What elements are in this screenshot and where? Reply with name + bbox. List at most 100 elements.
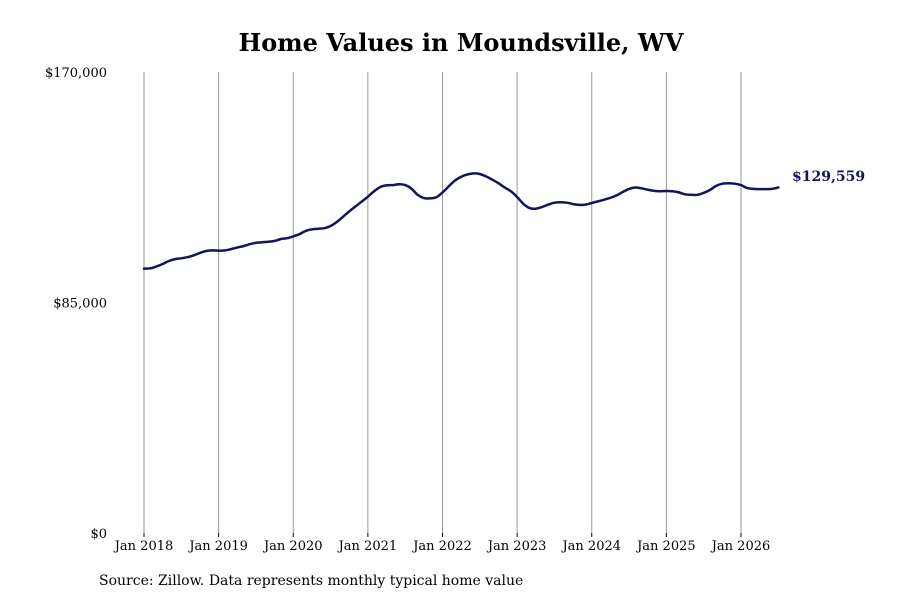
data-point (224, 249, 226, 252)
data-point (653, 190, 655, 192)
data-point (149, 267, 151, 270)
end-value-label: $129,559 (792, 169, 865, 185)
y-tick-label: $170,000 (45, 66, 107, 81)
data-point (659, 190, 661, 193)
data-point (547, 203, 549, 206)
x-tick-label: Jan 2024 (560, 539, 621, 554)
data-point (746, 187, 748, 189)
data-point (404, 184, 407, 186)
data-point (721, 182, 724, 185)
y-tick-label: $0 (90, 527, 107, 542)
x-tick-label: Jan 2020 (262, 539, 323, 554)
data-point (591, 202, 593, 204)
x-axis-ticks: Jan 2018 Jan 2019 Jan 2020 Jan 2021 Jan 2022… (113, 533, 770, 554)
data-point (329, 225, 332, 227)
data-point (622, 191, 624, 193)
data-point (528, 207, 531, 209)
data-point (398, 183, 400, 186)
data-point (696, 194, 699, 196)
x-tick-label: Jan 2018 (113, 539, 174, 554)
data-point (298, 233, 301, 235)
data-point (230, 248, 232, 250)
data-point (603, 198, 605, 201)
data-point (503, 186, 506, 189)
data-point (317, 227, 319, 230)
data-point (267, 241, 270, 243)
data-point (472, 172, 475, 175)
data-point (273, 240, 276, 242)
x-tick-label: Jan 2023 (486, 539, 547, 554)
data-point (373, 190, 375, 193)
data-point (193, 254, 195, 257)
data-point (765, 188, 767, 190)
data-point (379, 186, 382, 188)
data-point (634, 186, 637, 189)
data-point (385, 184, 388, 187)
data-point (391, 184, 394, 186)
source-note: Source: Zillow. Data represents monthly … (99, 573, 524, 589)
data-point (255, 242, 257, 244)
data-point (777, 186, 780, 189)
data-point (423, 197, 425, 199)
data-point (354, 205, 357, 208)
data-point (199, 252, 201, 254)
chart-title: Home Values in Moundsville, WV (238, 28, 684, 57)
data-point (684, 193, 686, 196)
grid-lines (143, 72, 742, 533)
y-tick-label: $85,000 (53, 297, 107, 312)
data-point (155, 265, 158, 268)
data-point (740, 184, 742, 186)
data-point (646, 188, 649, 191)
data-point (522, 203, 525, 205)
data-point (248, 243, 251, 245)
series-line (142, 172, 780, 270)
data-point (180, 257, 183, 260)
data-point (466, 173, 469, 176)
data-point (510, 190, 512, 193)
data-point (360, 200, 363, 203)
data-point (541, 206, 543, 208)
data-point (485, 175, 487, 178)
data-point (597, 200, 599, 203)
data-point (460, 175, 463, 178)
data-point (516, 196, 518, 198)
data-point (491, 178, 494, 181)
data-point (727, 182, 730, 184)
data-point (429, 197, 431, 200)
data-point (553, 201, 556, 204)
data-point (752, 188, 755, 190)
series-layer (142, 172, 780, 270)
x-tick-label: Jan 2019 (187, 539, 248, 554)
data-point (535, 207, 537, 210)
data-point (640, 187, 643, 190)
data-point (311, 228, 313, 231)
data-point (734, 182, 736, 185)
data-point (211, 249, 214, 252)
data-point (479, 173, 481, 175)
data-point (615, 194, 618, 197)
data-point (304, 230, 307, 232)
data-point (578, 204, 581, 206)
x-tick-label: Jan 2025 (635, 539, 696, 554)
data-point (286, 237, 288, 239)
data-point (559, 201, 562, 203)
data-point (174, 258, 176, 260)
data-point (348, 210, 351, 213)
data-point (336, 221, 338, 223)
data-point (441, 191, 444, 194)
data-point (665, 190, 668, 192)
data-point (242, 245, 245, 247)
data-point (690, 194, 692, 196)
data-point (584, 203, 587, 206)
data-point (143, 267, 145, 270)
data-point (771, 188, 773, 190)
data-point (217, 249, 220, 252)
data-point (758, 188, 761, 190)
data-point (323, 227, 326, 229)
data-point (447, 185, 450, 188)
data-point (342, 216, 344, 218)
data-point (435, 196, 438, 199)
data-point (566, 201, 568, 204)
data-point (416, 194, 419, 196)
data-point (161, 263, 164, 265)
